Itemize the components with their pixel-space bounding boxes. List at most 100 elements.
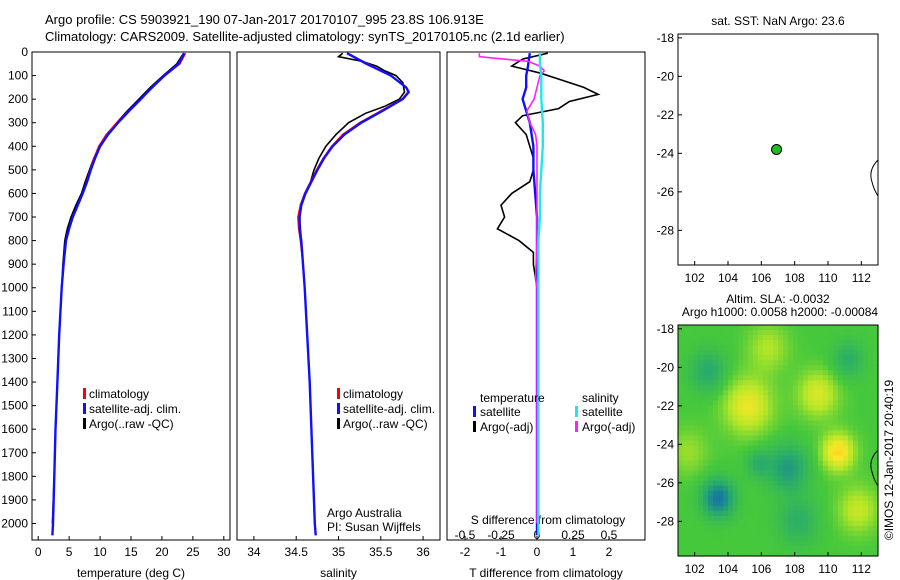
sla-cell (843, 400, 849, 406)
sla-cell (838, 325, 844, 331)
sla-cell (718, 545, 724, 552)
sla-cell (773, 505, 779, 512)
sla-cell (873, 365, 879, 371)
sla-cell (718, 360, 724, 366)
sla-cell (678, 410, 684, 416)
sla-cell (868, 515, 874, 522)
sla-cell (818, 330, 824, 336)
sla-cell (848, 340, 854, 346)
sla-cell (678, 455, 684, 462)
sla-cell (713, 370, 719, 376)
sla-cell (793, 475, 799, 482)
sla-cell (838, 470, 844, 477)
sla-cell (793, 530, 799, 537)
sla-cell (748, 420, 754, 427)
sla-cell (798, 480, 804, 487)
sla-cell (798, 390, 804, 396)
sla-cell (738, 340, 744, 346)
sla-cell (863, 370, 869, 376)
sla-cell (853, 460, 859, 467)
sla-cell (743, 475, 749, 482)
sla-cell (718, 330, 724, 336)
sla-cell (693, 520, 699, 527)
sla-cell (768, 455, 774, 462)
sla-cell (813, 500, 819, 507)
difference-legend-left-swatch-0 (473, 406, 476, 417)
sla-cell (873, 430, 879, 437)
sla-cell (818, 510, 824, 517)
sla-cell (803, 520, 809, 527)
sla-cell (758, 360, 764, 366)
sla-cell (768, 420, 774, 427)
sla-cell (688, 330, 694, 336)
sla-cell (813, 355, 819, 361)
sla-cell (803, 460, 809, 467)
sla-cell (838, 525, 844, 532)
sla-cell (838, 455, 844, 462)
sla-cell (858, 545, 864, 552)
sla-cell (873, 440, 879, 447)
sla-cell (683, 420, 689, 427)
sla-cell (688, 385, 694, 391)
sla-cell (798, 515, 804, 522)
sla-cell (783, 435, 789, 442)
sla-cell (738, 450, 744, 457)
sla-cell (678, 535, 684, 542)
sla-cell (748, 450, 754, 457)
depth-tick-label-0: 0 (21, 45, 28, 59)
sla-cell (848, 345, 854, 351)
sla-cell (813, 350, 819, 356)
sla-cell (698, 335, 704, 341)
sla-cell (778, 530, 784, 537)
sst-coastline (870, 159, 879, 197)
sla-cell (868, 495, 874, 502)
sla-cell (698, 515, 704, 522)
sla-cell (693, 510, 699, 517)
sla-cell (858, 400, 864, 406)
sla-cell (828, 375, 834, 381)
sla-cell (743, 500, 749, 507)
sla-cell (733, 550, 739, 557)
sla-cell (678, 370, 684, 376)
sla-cell (748, 455, 754, 462)
sla-cell (693, 470, 699, 477)
sla-cell (758, 490, 764, 497)
sla-cell (728, 515, 734, 522)
sla-cell (678, 350, 684, 356)
sla-cell (828, 420, 834, 427)
sla-cell (723, 405, 729, 411)
sla-cell (783, 425, 789, 432)
sla-cell (853, 445, 859, 452)
sla-cell (728, 540, 734, 547)
sla-cell (778, 400, 784, 406)
sla-cell (693, 485, 699, 492)
sdiff-tick-label-3: 0.25 (561, 528, 585, 542)
sla-cell (763, 395, 769, 401)
sla-cell (843, 335, 849, 341)
sla-cell (688, 495, 694, 502)
sla-cell (743, 480, 749, 487)
sla-cell (783, 500, 789, 507)
sla-cell (773, 340, 779, 346)
sla-cell (863, 505, 869, 512)
sla-cell (738, 520, 744, 527)
sla-cell (698, 435, 704, 442)
sla-cell (733, 545, 739, 552)
sla-cell (728, 455, 734, 462)
sla-cell (688, 430, 694, 437)
sla-cell (793, 380, 799, 386)
sla-cell (833, 325, 839, 331)
sla-cell (778, 330, 784, 336)
sla-cell (818, 520, 824, 527)
sla-cell (728, 330, 734, 336)
sla-cell (703, 520, 709, 527)
sla-cell (853, 400, 859, 406)
sla-cell (728, 435, 734, 442)
sla-cell (723, 415, 729, 422)
difference-line-sal_argo (478, 53, 546, 524)
sla-cell (838, 435, 844, 442)
sla-cell (793, 470, 799, 477)
sla-cell (708, 375, 714, 381)
sla-cell (843, 325, 849, 331)
sla-cell (853, 455, 859, 462)
